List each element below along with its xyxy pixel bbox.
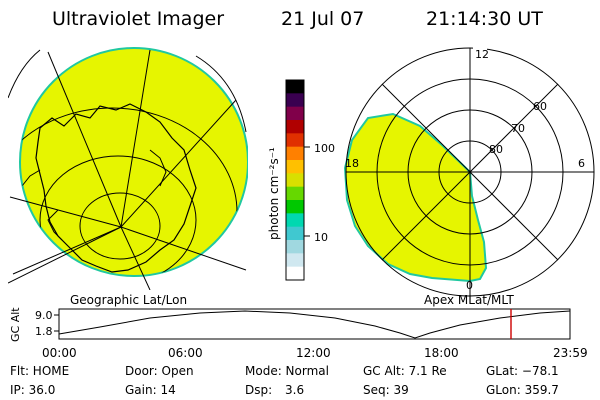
colorbar-segment xyxy=(286,93,304,108)
magnetic-caption: Apex MLat/MLT xyxy=(424,293,514,307)
altitude-ylabel: GC Alt xyxy=(9,307,22,342)
meridian-line xyxy=(12,226,122,275)
coast-detail xyxy=(149,149,167,187)
colorbar-frame xyxy=(285,79,305,281)
colorbar-segment xyxy=(286,133,304,148)
colorbar-segment xyxy=(286,226,304,241)
colorbar-segment xyxy=(286,160,304,174)
meridian-line xyxy=(8,226,122,284)
geographic-caption: Geographic Lat/Lon xyxy=(70,293,187,307)
magnetic-polar-map: 12 18 6 0 80 70 60 xyxy=(343,47,595,297)
x-tick-label: 23:59 xyxy=(553,346,588,360)
altitude-curve xyxy=(58,310,571,339)
auroral-emission-disk xyxy=(19,47,248,277)
status-glat: GLat: −78.1 xyxy=(486,364,559,378)
colorbar-segment xyxy=(286,213,304,228)
window-title: Ultraviolet Imager xyxy=(52,8,224,30)
colorbar-segment xyxy=(286,80,304,94)
x-tick-label: 00:00 xyxy=(42,346,77,360)
latitude-circle xyxy=(39,155,197,276)
colorbar-tick-10: 10 xyxy=(314,231,328,244)
meridian-line xyxy=(120,49,151,228)
altitude-plot: 9.0 1.8 GC Alt 00:00 06:00 12:00 18:00 2… xyxy=(9,307,588,360)
colorbar-tick-100: 100 xyxy=(314,142,335,155)
antarctica-coastline xyxy=(35,103,197,273)
status-ip: IP: 36.0 xyxy=(10,383,55,397)
geographic-map xyxy=(8,47,248,290)
meridian-line xyxy=(9,196,122,228)
status-mode: Mode: Normal xyxy=(245,364,329,378)
colorbar: 100 10 photon cm⁻²s⁻¹ xyxy=(267,79,335,281)
header-time: 21:14:30 UT xyxy=(426,8,543,30)
mlat-label-60: 60 xyxy=(533,100,547,113)
outer-latitude-arc xyxy=(195,55,247,133)
y-tick-label-top: 9.0 xyxy=(35,309,53,322)
colorbar-segment xyxy=(286,253,304,268)
status-door: Door: Open xyxy=(125,364,194,378)
header-date: 21 Jul 07 xyxy=(281,8,364,30)
meridian-line xyxy=(120,99,237,228)
mlt-label-18: 18 xyxy=(345,157,359,170)
colorbar-segment xyxy=(286,266,304,281)
mlt-label-6: 6 xyxy=(578,157,585,170)
x-tick-label: 18:00 xyxy=(424,346,459,360)
colorbar-segment xyxy=(286,186,304,201)
status-gain: Gain: 14 xyxy=(125,383,176,397)
label-backdrop xyxy=(473,47,487,60)
meridian-line xyxy=(47,51,122,228)
mlt-label-12: 12 xyxy=(475,48,489,61)
y-tick-label-bottom: 1.8 xyxy=(35,325,53,338)
colorbar-segment xyxy=(286,106,304,121)
status-dsp-value: 3.6 xyxy=(285,383,304,397)
mlat-label-80: 80 xyxy=(489,143,503,156)
x-tick-label: 12:00 xyxy=(296,346,331,360)
meridian-line xyxy=(120,226,247,271)
outer-latitude-arc xyxy=(8,49,41,99)
colorbar-segment xyxy=(286,240,304,254)
latitude-circle xyxy=(79,192,161,260)
colorbar-segment xyxy=(286,146,304,161)
x-tick-label: 06:00 xyxy=(168,346,203,360)
colorbar-segment xyxy=(286,120,304,134)
meridian-line xyxy=(120,226,151,290)
mlt-line-21-9 xyxy=(381,83,559,261)
status-glon: GLon: 359.7 xyxy=(486,383,559,397)
mlat-label-70: 70 xyxy=(511,122,525,135)
mlt-label-0: 0 xyxy=(466,279,473,292)
coast-detail xyxy=(47,209,63,241)
colorbar-segment xyxy=(286,200,304,214)
status-sequence: Seq: 39 xyxy=(363,383,409,397)
colorbar-segment xyxy=(286,173,304,188)
altitude-plot-frame xyxy=(58,308,571,340)
auroral-oval-region xyxy=(343,112,488,283)
status-flight: Flt: HOME xyxy=(10,364,69,378)
status-panel: Flt: HOME IP: 36.0 Door: Open Gain: 14 M… xyxy=(10,364,559,397)
status-gc-altitude: GC Alt: 7.1 Re xyxy=(363,364,447,378)
status-dsp-label: Dsp: xyxy=(245,383,272,397)
colorbar-unit-label: photon cm⁻²s⁻¹ xyxy=(267,147,281,240)
